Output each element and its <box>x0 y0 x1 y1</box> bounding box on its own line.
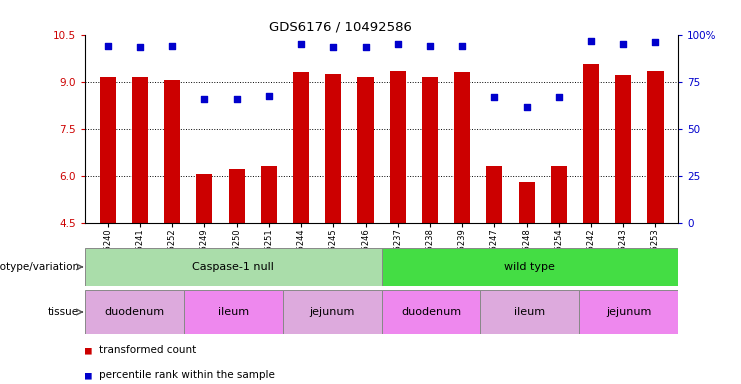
Text: Caspase-1 null: Caspase-1 null <box>193 262 274 272</box>
Bar <box>283 290 382 334</box>
Text: ■: ■ <box>85 370 99 380</box>
Bar <box>228 169 245 223</box>
Text: percentile rank within the sample: percentile rank within the sample <box>99 370 274 380</box>
Point <box>263 93 275 99</box>
Point <box>456 43 468 49</box>
Point <box>295 41 307 47</box>
Text: jejunum: jejunum <box>310 307 355 317</box>
Text: ileum: ileum <box>218 307 249 317</box>
Bar <box>454 72 471 223</box>
Bar <box>551 166 567 223</box>
Bar <box>422 77 438 223</box>
Bar <box>261 166 277 223</box>
Text: ■: ■ <box>85 345 99 355</box>
Text: genotype/variation: genotype/variation <box>0 262 79 272</box>
Title: GDS6176 / 10492586: GDS6176 / 10492586 <box>269 20 411 33</box>
Text: tissue: tissue <box>48 307 79 317</box>
Bar <box>325 74 342 223</box>
Point <box>617 41 629 47</box>
Point <box>328 44 339 50</box>
Text: wild type: wild type <box>505 262 555 272</box>
Bar <box>85 290 184 334</box>
Point <box>359 44 371 50</box>
Bar <box>480 290 579 334</box>
Bar <box>165 80 180 223</box>
Bar <box>519 182 535 223</box>
Point <box>521 104 533 110</box>
Bar <box>486 166 502 223</box>
Bar <box>390 71 406 223</box>
Point <box>488 94 500 100</box>
Bar <box>196 174 213 223</box>
Bar <box>382 248 678 286</box>
Bar <box>648 71 663 223</box>
Point <box>585 38 597 44</box>
Point <box>166 43 178 49</box>
Text: transformed count: transformed count <box>99 345 196 355</box>
Text: duodenum: duodenum <box>104 307 165 317</box>
Bar <box>382 290 480 334</box>
Text: ileum: ileum <box>514 307 545 317</box>
Point <box>424 43 436 49</box>
Bar <box>184 290 283 334</box>
Point <box>199 96 210 102</box>
Text: jejunum: jejunum <box>606 307 651 317</box>
Point <box>650 39 662 45</box>
Bar <box>579 290 678 334</box>
Text: duodenum: duodenum <box>401 307 461 317</box>
Bar <box>615 75 631 223</box>
Point <box>102 43 113 49</box>
Point <box>134 44 146 50</box>
Bar <box>132 77 148 223</box>
Bar <box>100 77 116 223</box>
Bar <box>357 77 373 223</box>
Bar <box>583 65 599 223</box>
Bar <box>293 72 309 223</box>
Point <box>230 96 242 102</box>
Point <box>392 41 404 47</box>
Bar <box>85 248 382 286</box>
Point <box>553 94 565 100</box>
